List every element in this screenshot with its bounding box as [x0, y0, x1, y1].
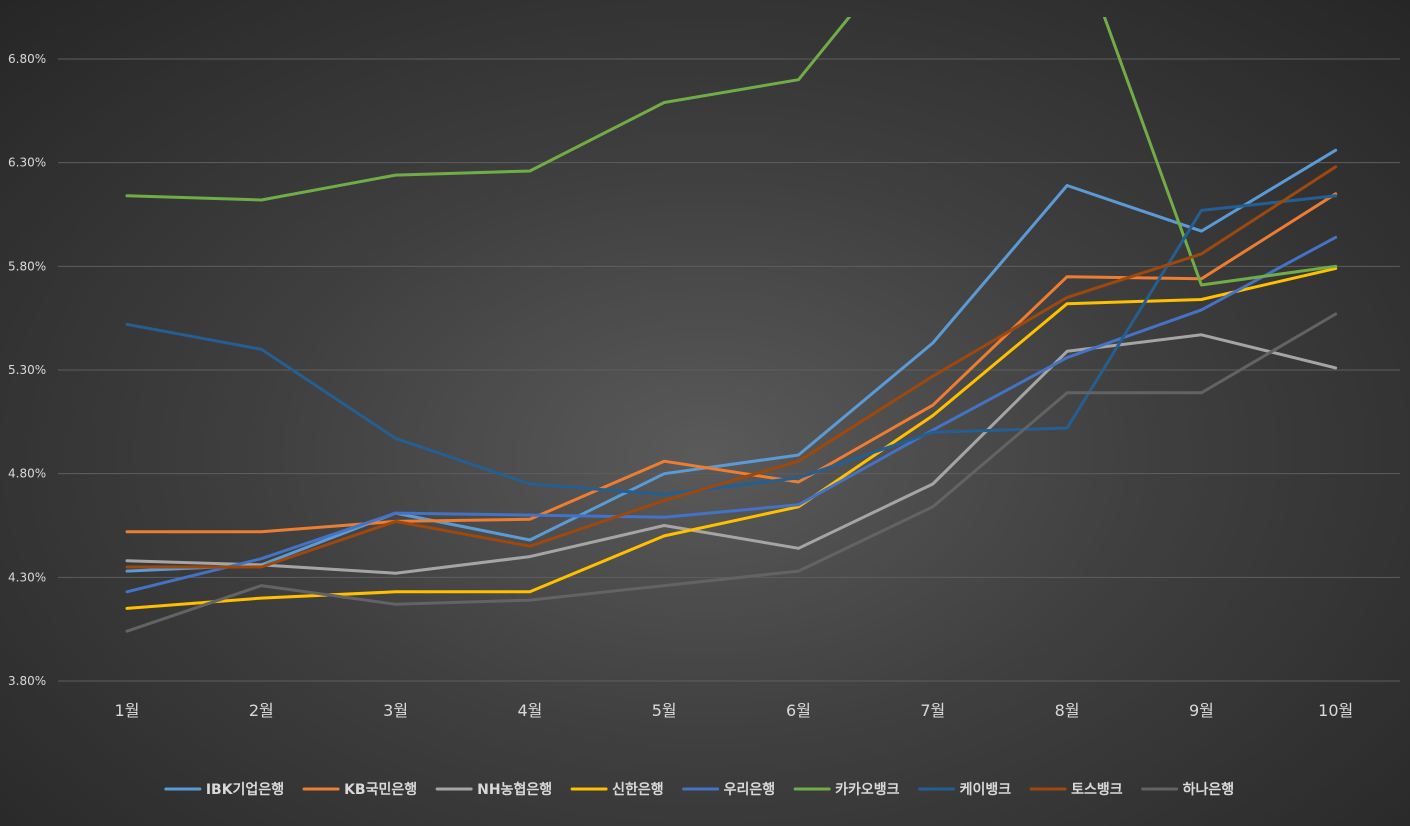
y-tick-label: 5.30%	[8, 363, 46, 377]
legend-label: 우리은행	[724, 782, 776, 798]
y-tick-label: 6.30%	[8, 156, 46, 170]
x-tick-label: 5월	[652, 701, 677, 720]
series-line	[125, 165, 1338, 569]
x-tick-label: 3월	[383, 701, 408, 720]
y-tick-label: 6.80%	[8, 52, 46, 66]
legend-label: KB국민은행	[344, 781, 417, 798]
x-tick-label: 2월	[249, 701, 274, 720]
series-line	[125, 312, 1338, 633]
legend-item: IBK기업은행	[164, 782, 284, 798]
series-line	[125, 194, 1338, 496]
legend-item: 케이뱅크	[918, 781, 1012, 798]
x-tick-label: 10월	[1318, 701, 1353, 720]
series-line	[125, 192, 1338, 534]
legend-item: 하나은행	[1141, 781, 1235, 798]
x-tick-label: 9월	[1189, 701, 1214, 720]
y-tick-label: 5.80%	[8, 259, 46, 273]
series-line	[125, 17, 1338, 287]
legend-label: 하나은행	[1183, 781, 1235, 798]
series-layer	[125, 17, 1338, 633]
legend-label: 카카오뱅크	[835, 782, 900, 798]
legend-item: 토스뱅크	[1029, 782, 1123, 798]
legend: IBK기업은행 KB국민은행 NH농협은행 신한은행 우리은행 카카오뱅크 케이뱅크 토스뱅크…	[164, 781, 1235, 798]
series-line	[125, 235, 1338, 594]
series-line	[125, 148, 1338, 573]
series-line	[125, 266, 1338, 610]
y-tick-label: 4.30%	[8, 570, 46, 584]
grid-layer	[58, 58, 1400, 682]
y-axis: 3.80% 4.30% 4.80% 5.30% 5.80% 6.30% 6.80%	[8, 52, 46, 688]
legend-label: NH농협은행	[477, 782, 552, 798]
legend-label: 케이뱅크	[960, 781, 1012, 798]
y-tick-label: 3.80%	[8, 674, 46, 688]
legend-item: KB국민은행	[302, 781, 417, 798]
x-tick-label: 8월	[1055, 701, 1080, 720]
legend-item: 신한은행	[570, 782, 664, 798]
x-tick-label: 6월	[786, 701, 811, 720]
legend-label: 토스뱅크	[1071, 782, 1123, 798]
legend-item: 우리은행	[682, 782, 776, 798]
legend-item: 카카오뱅크	[793, 782, 900, 798]
x-tick-label: 7월	[920, 701, 945, 720]
y-tick-label: 4.80%	[8, 467, 46, 481]
legend-label: 신한은행	[612, 782, 664, 798]
x-axis: 1월 2월 3월 4월 5월 6월 7월 8월 9월 10월	[115, 701, 1354, 720]
legend-item: NH농협은행	[435, 782, 552, 798]
series-line	[125, 333, 1338, 575]
legend-label: IBK기업은행	[206, 782, 284, 798]
x-tick-label: 1월	[115, 701, 140, 720]
x-tick-label: 4월	[517, 701, 542, 720]
